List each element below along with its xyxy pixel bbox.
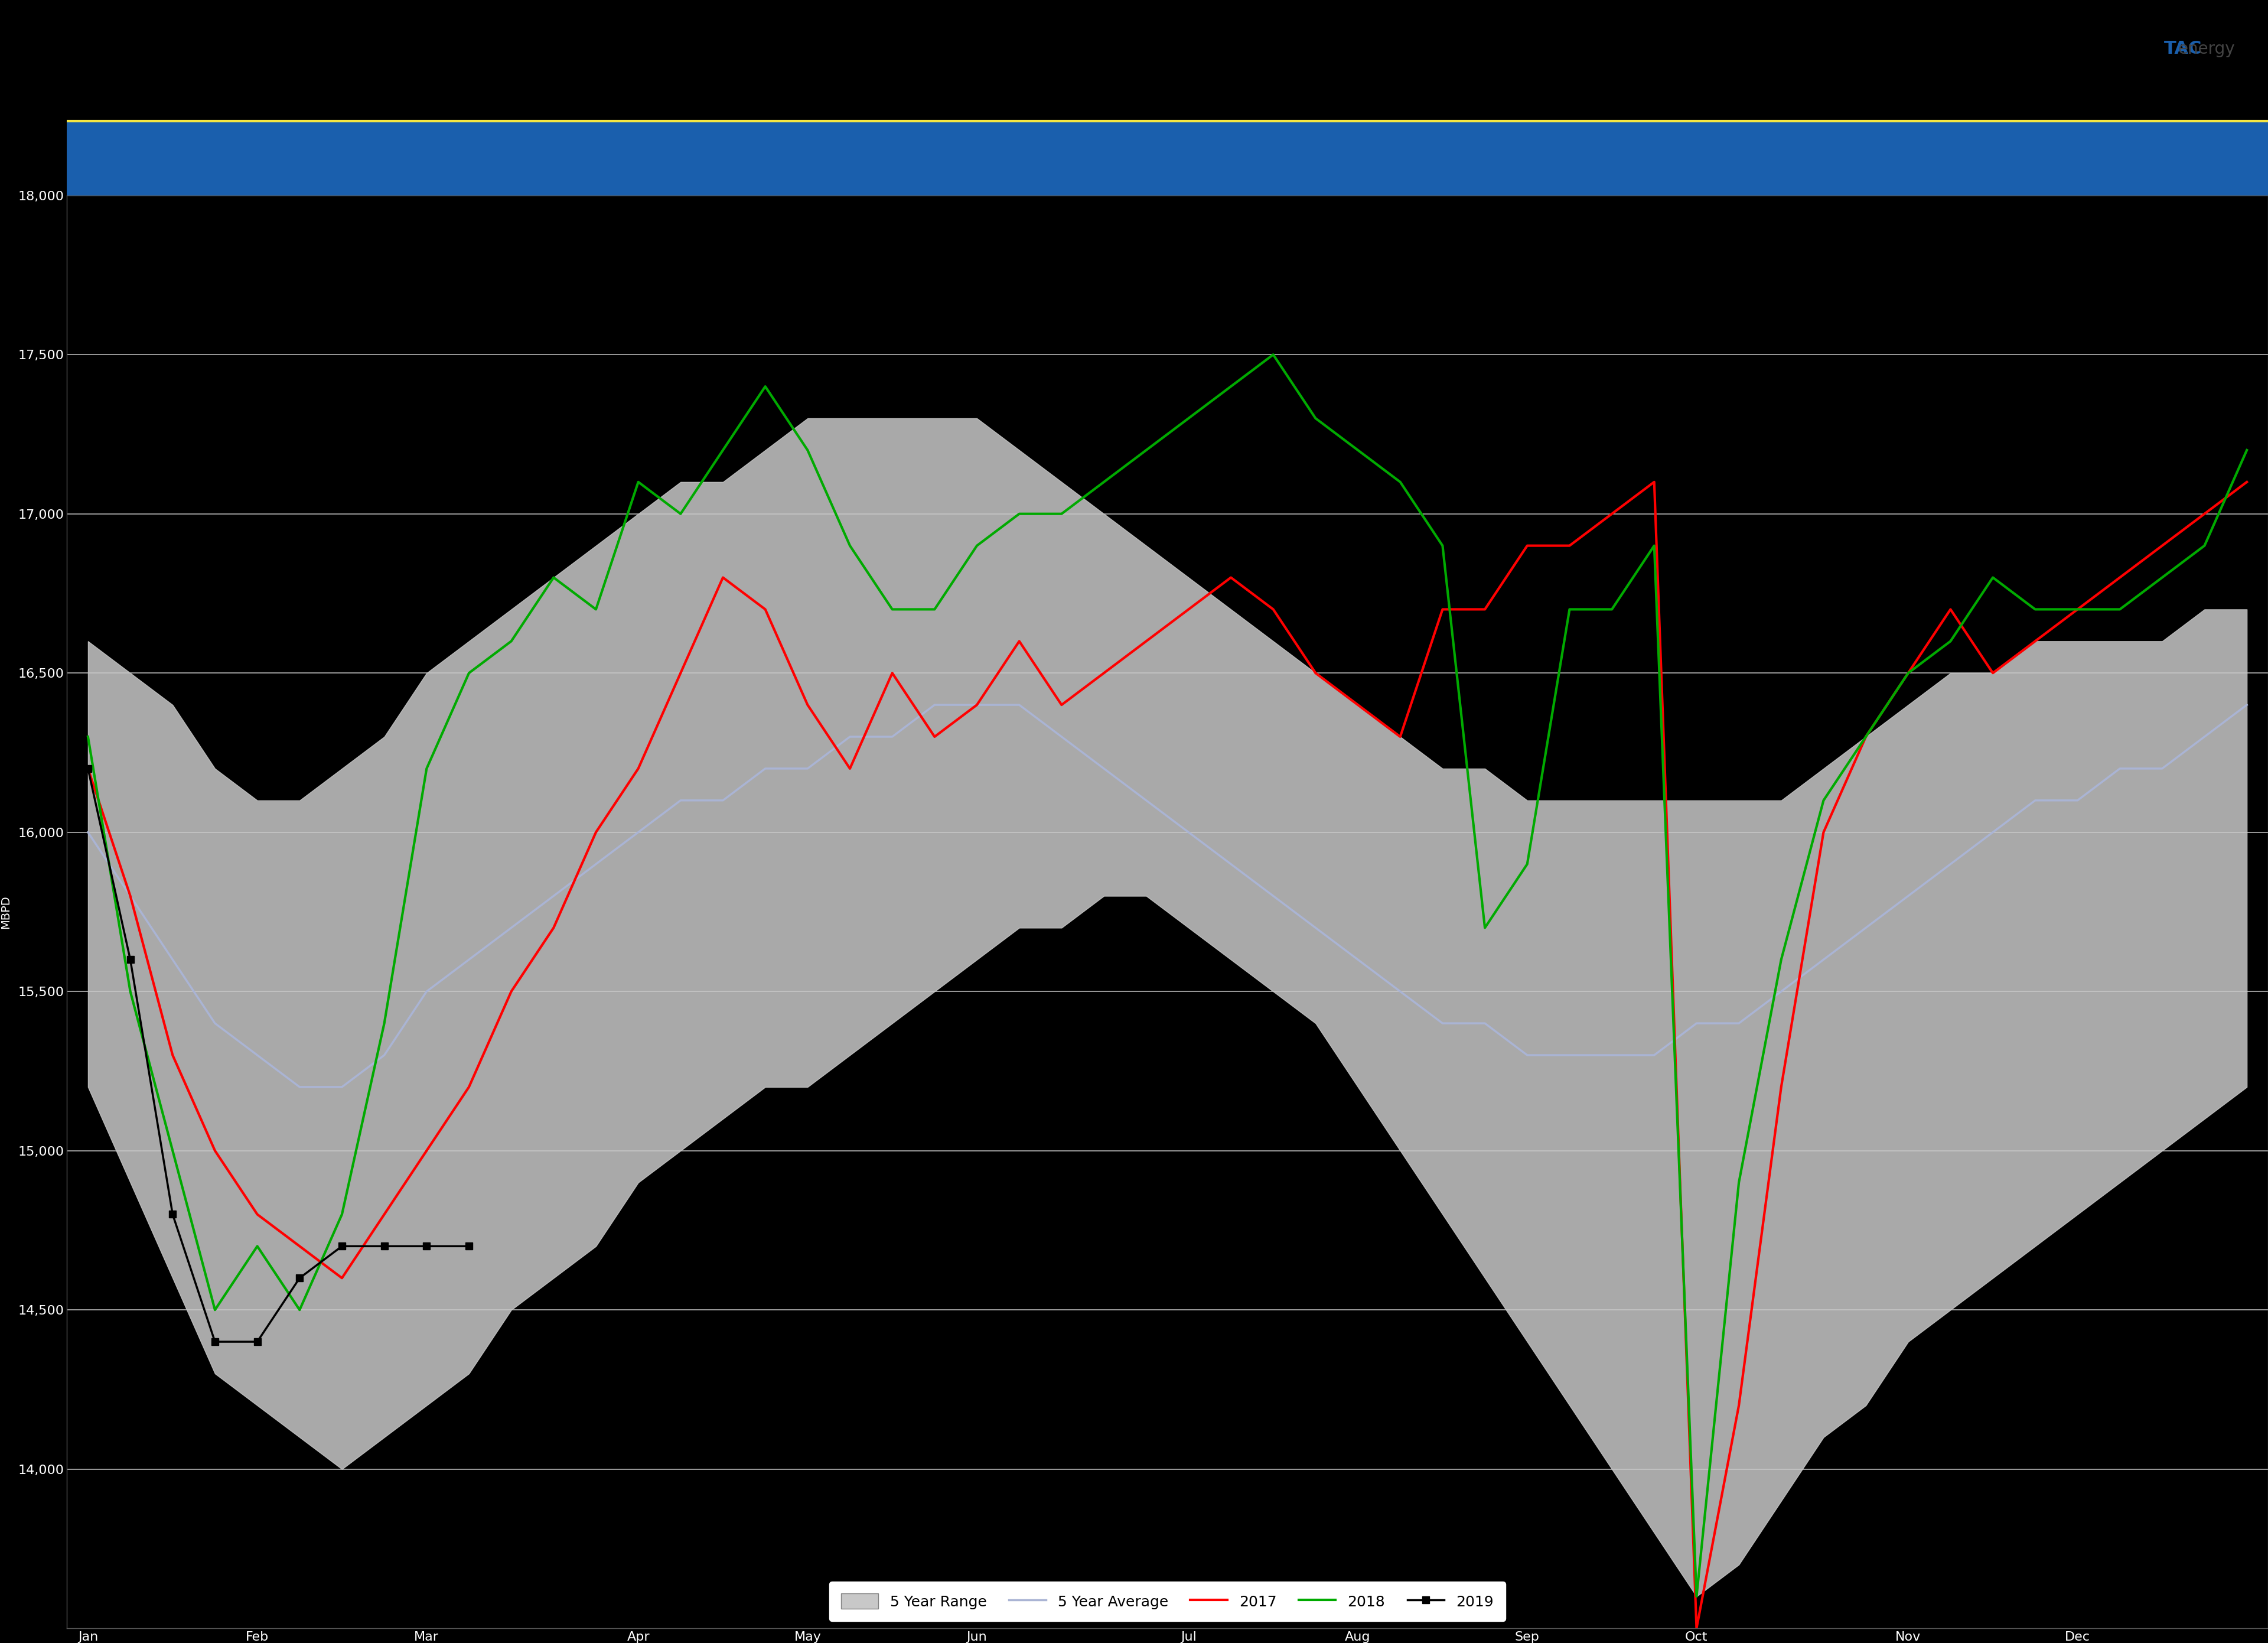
Legend: 5 Year Range, 5 Year Average, 2017, 2018, 2019: 5 Year Range, 5 Year Average, 2017, 2018… [830,1582,1506,1622]
Text: Refinery Thruput TOTAL US: Refinery Thruput TOTAL US [991,43,1345,66]
Text: TAC: TAC [2164,41,2202,58]
Bar [66,122,2268,196]
Y-axis label: MBPD: MBPD [0,895,11,928]
Text: energy: energy [2177,41,2234,58]
